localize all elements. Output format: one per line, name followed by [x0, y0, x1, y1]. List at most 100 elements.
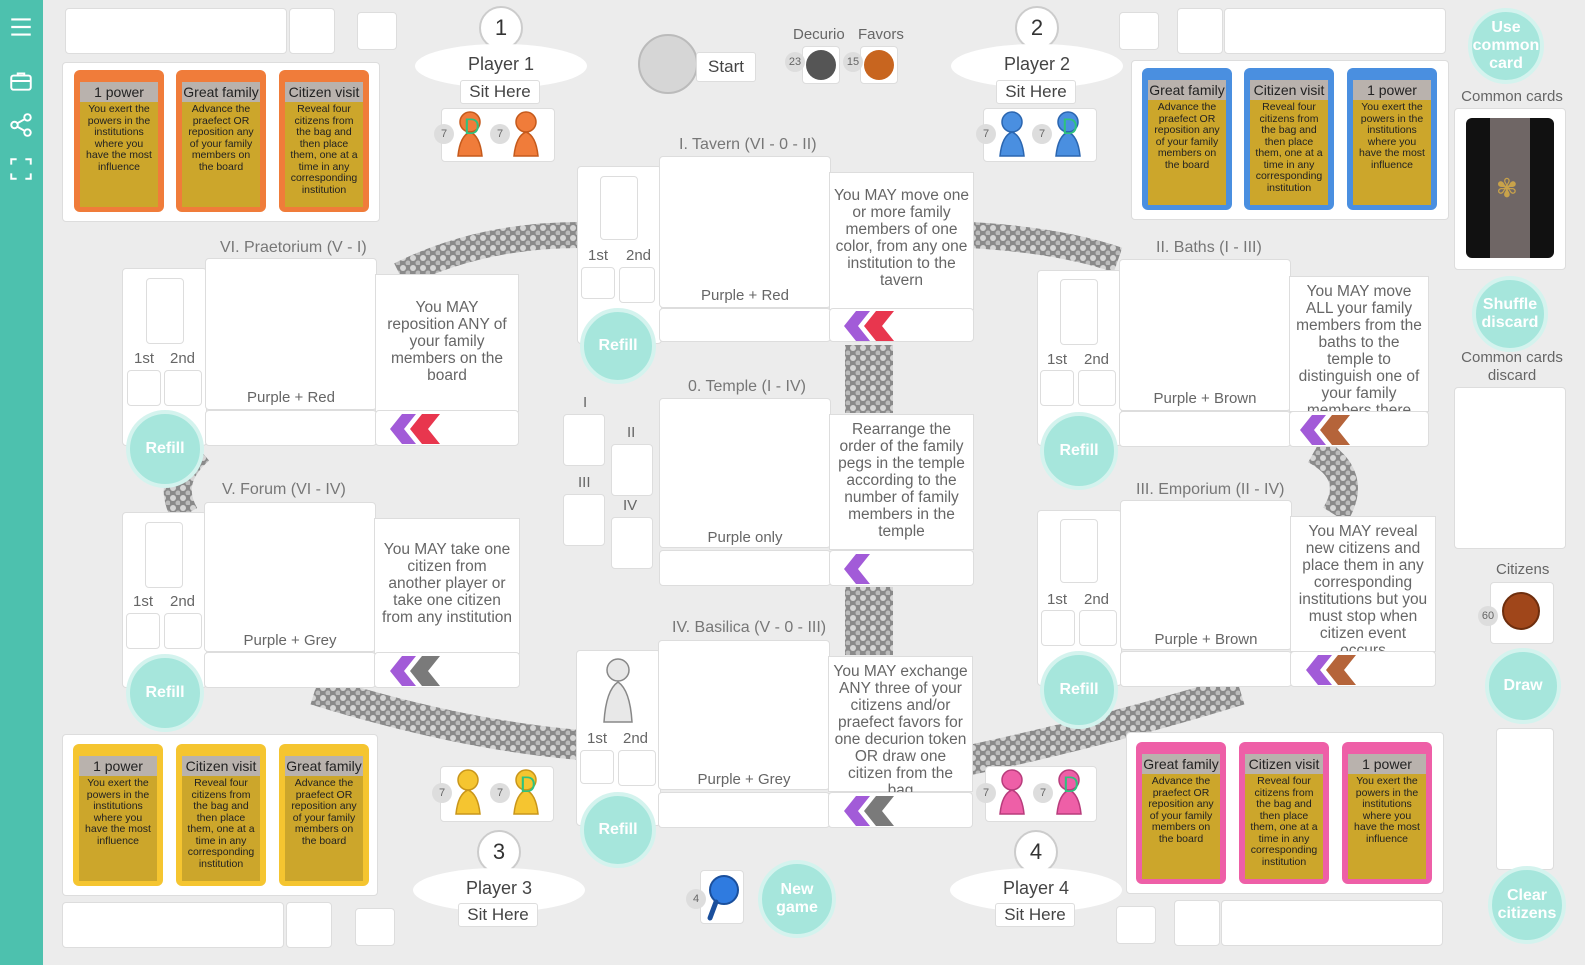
temple-slot-3[interactable] [563, 494, 605, 546]
praetorium-area[interactable] [205, 258, 377, 410]
player-3-sit-button[interactable]: Sit Here [458, 903, 538, 927]
forum-first-slot[interactable] [126, 613, 160, 649]
praetorium-refill-button[interactable]: Refill [126, 410, 204, 488]
p3-card-2[interactable]: Citizen visit Reveal four citizens from t… [176, 744, 266, 886]
baths-refill-button[interactable]: Refill [1040, 412, 1118, 490]
pawn-icon[interactable] [994, 768, 1030, 818]
p2-name-field[interactable] [1224, 8, 1446, 54]
player-1-sit-button[interactable]: Sit Here [460, 80, 540, 104]
drawn-citizens-area [1496, 728, 1554, 870]
temple-citizens [659, 550, 831, 586]
clear-citizens-button[interactable]: Clear citizens [1488, 866, 1566, 944]
emporium-area[interactable] [1120, 500, 1292, 650]
p1-name-field[interactable] [65, 8, 287, 54]
menu-icon[interactable] [8, 14, 34, 40]
card-back[interactable]: ✾ [1466, 118, 1554, 258]
share-icon[interactable] [8, 112, 34, 138]
forum-second-slot[interactable] [164, 613, 202, 649]
baths-second-slot[interactable] [1078, 370, 1116, 406]
card-title: Citizen visit [285, 82, 363, 102]
player-2-sit-button[interactable]: Sit Here [996, 80, 1076, 104]
tavern-first-slot[interactable] [581, 267, 615, 299]
pawn-icon[interactable]: D [1051, 768, 1087, 818]
forum-rank-slot[interactable] [145, 522, 183, 588]
basilica-area[interactable] [658, 640, 830, 790]
praetorium-second-slot[interactable] [164, 370, 202, 406]
fullscreen-icon[interactable] [8, 156, 34, 182]
pawn-icon[interactable] [508, 110, 544, 160]
tavern-area[interactable] [659, 156, 831, 308]
pawn-icon[interactable] [450, 768, 486, 818]
new-game-button[interactable]: New game [758, 860, 836, 938]
tavern-refill-button[interactable]: Refill [580, 308, 656, 384]
p1-card-3[interactable]: Citizen visit Reveal four citizens from t… [279, 70, 369, 212]
pawn-icon[interactable]: D [1050, 110, 1086, 160]
magnifier-token-icon[interactable] [704, 872, 742, 922]
pawn-icon[interactable]: D [452, 110, 488, 160]
card-body: You exert the powers in the institutions… [1348, 774, 1426, 879]
baths-area[interactable] [1119, 259, 1291, 411]
p3-card-1[interactable]: 1 power You exert the powers in the insti… [73, 744, 163, 886]
emporium-desc: You MAY reveal new citizens and place th… [1290, 516, 1436, 659]
card-body: Advance the praefect OR reposition any o… [1142, 774, 1220, 879]
basilica-second-slot[interactable] [618, 750, 656, 786]
praetorium-first-slot[interactable] [127, 370, 161, 406]
baths-title: II. Baths (I - III) [1156, 239, 1262, 256]
pawn-icon[interactable] [994, 110, 1030, 160]
p4-card-2[interactable]: Citizen visit Reveal four citizens from t… [1239, 742, 1329, 884]
card-body: You exert the powers in the institutions… [80, 102, 158, 207]
forum-area[interactable] [204, 502, 376, 652]
favor-token-icon[interactable] [864, 50, 894, 80]
pawn-icon[interactable]: D [508, 768, 544, 818]
p4-card-1[interactable]: Great family Advance the praefect OR repo… [1136, 742, 1226, 884]
peg-count: 7 [1032, 124, 1052, 144]
peg-count: 7 [976, 124, 996, 144]
temple-slot-4[interactable] [611, 517, 653, 569]
p3-score-box [286, 902, 332, 948]
p3-card-3[interactable]: Great family Advance the praefect OR repo… [279, 744, 369, 886]
basilica-refill-button[interactable]: Refill [580, 792, 656, 868]
first-label: 1st [588, 247, 609, 264]
shuffle-discard-button[interactable]: Shuffle discard [1472, 276, 1548, 352]
use-common-card-button[interactable]: Use common card [1468, 8, 1544, 84]
praetorium-rank-slot[interactable] [146, 278, 184, 344]
emporium-second-slot[interactable] [1079, 610, 1117, 646]
p2-card-2[interactable]: Citizen visit Reveal four citizens from t… [1244, 68, 1334, 210]
card-body: Reveal four citizens from the bag and th… [1245, 774, 1323, 879]
draw-button[interactable]: Draw [1485, 648, 1561, 724]
start-token[interactable] [638, 34, 698, 94]
emporium-refill-button[interactable]: Refill [1040, 651, 1118, 729]
briefcase-icon[interactable] [8, 68, 34, 94]
common-cards-label: Common cards [1461, 88, 1563, 105]
praetorium-title: VI. Praetorium (V - I) [220, 239, 367, 256]
start-button[interactable]: Start [696, 52, 756, 82]
temple-area[interactable] [659, 398, 831, 548]
emporium-rank-slot[interactable] [1060, 519, 1098, 583]
tavern-rank-slot[interactable] [600, 176, 638, 240]
decurio-token-icon[interactable] [806, 50, 836, 80]
p4-card-3[interactable]: 1 power You exert the powers in the insti… [1342, 742, 1432, 884]
p2-card-1[interactable]: Great family Advance the praefect OR repo… [1142, 68, 1232, 210]
temple-slot-2[interactable] [611, 444, 653, 496]
emporium-chevron-box [1290, 651, 1436, 687]
card-body: Advance the praefect OR reposition any o… [1148, 100, 1226, 205]
praefect-pawn-icon[interactable] [596, 656, 640, 728]
baths-first-slot[interactable] [1040, 370, 1074, 406]
forum-refill-button[interactable]: Refill [126, 654, 204, 732]
p3-name-field[interactable] [62, 902, 284, 948]
p1-card-1[interactable]: 1 power You exert the powers in the insti… [74, 70, 164, 212]
temple-slot-1[interactable] [563, 414, 605, 466]
basilica-first-slot[interactable] [580, 750, 614, 784]
baths-rank-slot[interactable] [1060, 279, 1098, 345]
tavern-second-slot[interactable] [619, 267, 655, 303]
citizen-token-icon[interactable] [1502, 592, 1540, 630]
p2-card-3[interactable]: 1 power You exert the powers in the insti… [1347, 68, 1437, 210]
first-label: 1st [587, 730, 608, 747]
p4-name-field[interactable] [1221, 900, 1443, 946]
p1-card-2[interactable]: Great family Advance the praefect OR repo… [176, 70, 266, 212]
player-4-sit-button[interactable]: Sit Here [995, 903, 1075, 927]
emporium-first-slot[interactable] [1041, 610, 1075, 646]
second-label: 2nd [170, 350, 196, 367]
sidebar [0, 0, 43, 965]
baths-desc: You MAY move ALL your family members fro… [1289, 276, 1429, 419]
